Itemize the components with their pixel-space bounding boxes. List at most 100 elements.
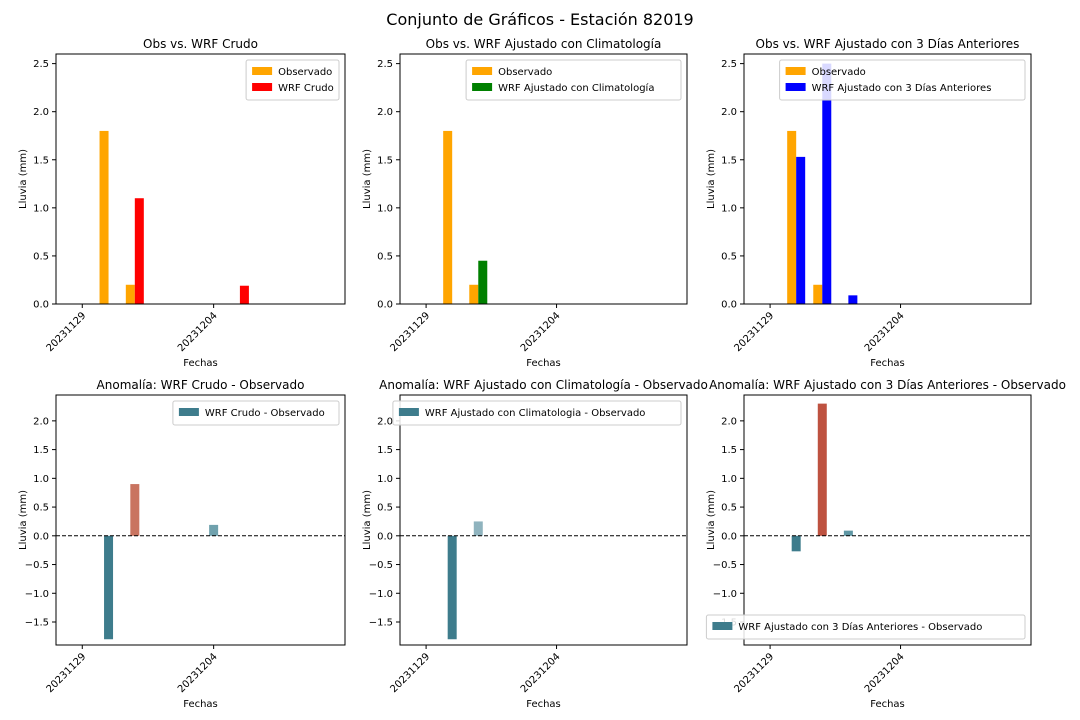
y-tick-label: 0.0 bbox=[33, 300, 49, 311]
y-tick-label: −0.5 bbox=[713, 560, 737, 571]
legend-swatch bbox=[178, 408, 199, 416]
chart-title: Obs vs. WRF Crudo bbox=[143, 37, 258, 51]
legend: Observado WRF Crudo bbox=[245, 59, 340, 101]
chart-panel-6: Anomalía: WRF Ajustado con 3 Días Anteri… bbox=[705, 378, 1066, 710]
chart-panel-1: Obs vs. WRF Crudo Lluvia (mm) Fechas 0.0 0.5… bbox=[18, 37, 346, 369]
legend-swatch bbox=[252, 83, 273, 91]
legend: WRF Ajustado con 3 Días Anteriores - Obs… bbox=[705, 614, 1026, 640]
anomaly-bar bbox=[817, 403, 827, 536]
legend-label: Observado bbox=[278, 67, 332, 78]
legend-label: WRF Ajustado con 3 Días Anteriores - Obs… bbox=[738, 621, 982, 633]
bar-wrf bbox=[134, 198, 144, 304]
y-tick-label: 0.0 bbox=[377, 300, 393, 311]
figure-title: Conjunto de Gráficos - Estación 82019 bbox=[386, 10, 694, 29]
legend-label: Observado bbox=[812, 67, 866, 78]
plot-frame bbox=[743, 394, 1032, 646]
legend-swatch bbox=[472, 83, 493, 91]
x-axis-label: Fechas bbox=[870, 358, 905, 369]
legend-label: WRF Ajustado con Climatologia - Observad… bbox=[425, 408, 646, 419]
y-tick-label: 1.5 bbox=[33, 445, 49, 456]
legend: Observado WRF Ajustado con 3 Días Anterio… bbox=[779, 59, 1026, 101]
y-tick-label: −1.0 bbox=[713, 589, 737, 600]
y-axis-label: Lluvia (mm) bbox=[706, 149, 717, 209]
y-axis-label: Lluvia (mm) bbox=[362, 490, 373, 550]
chart-panel-2: Obs vs. WRF Ajustado con Climatología Llu… bbox=[362, 37, 688, 369]
anomaly-bar bbox=[843, 530, 853, 536]
y-tick-label: 2.0 bbox=[377, 416, 393, 427]
plot-frame bbox=[55, 53, 346, 305]
y-axis-label: Lluvia (mm) bbox=[706, 490, 717, 550]
y-axis-label: Lluvia (mm) bbox=[18, 149, 29, 209]
y-tick-label: 2.0 bbox=[721, 107, 737, 118]
x-tick-label: 20231204 bbox=[863, 310, 907, 354]
y-tick-label: 2.5 bbox=[377, 59, 393, 70]
y-tick-label: −1.5 bbox=[25, 618, 49, 629]
x-axis-label: Fechas bbox=[526, 358, 561, 369]
bar-wrf bbox=[796, 156, 806, 304]
x-tick-label: 20231129 bbox=[732, 310, 776, 354]
legend-label: Observado bbox=[498, 67, 552, 78]
y-tick-label: 0.5 bbox=[721, 503, 737, 514]
y-tick-label: 0.5 bbox=[377, 503, 393, 514]
chart-title: Obs vs. WRF Ajustado con 3 Días Anterior… bbox=[756, 37, 1020, 51]
bar-wrf bbox=[822, 63, 832, 304]
plot-frame bbox=[55, 394, 346, 646]
bar-observado bbox=[125, 284, 135, 304]
x-tick-label: 20231129 bbox=[45, 310, 89, 354]
plot-frame bbox=[743, 53, 1032, 305]
x-tick-label: 20231204 bbox=[176, 651, 220, 695]
legend-swatch bbox=[712, 622, 733, 630]
legend-box bbox=[465, 59, 682, 101]
y-tick-label: 1.0 bbox=[377, 474, 393, 485]
bar-observado bbox=[99, 130, 109, 304]
anomaly-bar bbox=[473, 521, 483, 536]
y-tick-label: 0.5 bbox=[33, 251, 49, 262]
bar-observado bbox=[787, 130, 797, 304]
y-tick-label: 2.5 bbox=[33, 59, 49, 70]
bar-wrf bbox=[239, 285, 249, 304]
y-axis-label: Lluvia (mm) bbox=[362, 149, 373, 209]
legend-swatch bbox=[785, 83, 806, 91]
x-tick-label: 20231204 bbox=[519, 310, 563, 354]
legend-box bbox=[705, 614, 1026, 640]
y-tick-label: 1.5 bbox=[377, 155, 393, 166]
bar-observado bbox=[469, 284, 479, 304]
y-tick-label: 1.0 bbox=[33, 474, 49, 485]
x-tick-label: 20231204 bbox=[176, 310, 220, 354]
legend: WRF Ajustado con Climatologia - Observad… bbox=[392, 400, 682, 426]
y-tick-label: 1.0 bbox=[377, 203, 393, 214]
y-tick-label: 0.5 bbox=[33, 503, 49, 514]
y-tick-label: 0.0 bbox=[721, 300, 737, 311]
y-tick-label: −1.5 bbox=[369, 618, 393, 629]
chart-title: Anomalía: WRF Crudo - Observado bbox=[97, 378, 305, 392]
legend-box bbox=[392, 400, 682, 426]
y-tick-label: 1.5 bbox=[721, 155, 737, 166]
anomaly-bar bbox=[447, 535, 457, 640]
plot-frame bbox=[399, 394, 688, 646]
chart-title: Anomalía: WRF Ajustado con Climatología … bbox=[379, 378, 708, 392]
legend-label: WRF Crudo bbox=[278, 83, 334, 94]
y-tick-label: 1.0 bbox=[33, 203, 49, 214]
chart-panel-5: Anomalía: WRF Ajustado con Climatología … bbox=[362, 378, 708, 710]
legend: WRF Crudo - Observado bbox=[172, 400, 340, 426]
x-tick-label: 20231129 bbox=[732, 651, 776, 695]
legend: Observado WRF Ajustado con Climatología bbox=[465, 59, 682, 101]
anomaly-bar bbox=[130, 484, 140, 536]
bar-wrf bbox=[848, 295, 858, 304]
legend-swatch bbox=[252, 67, 273, 75]
x-tick-label: 20231129 bbox=[388, 651, 432, 695]
bar-wrf bbox=[478, 260, 488, 304]
chart-panel-3: Obs vs. WRF Ajustado con 3 Días Anterior… bbox=[706, 37, 1032, 369]
chart-panel-4: Anomalía: WRF Crudo - Observado Lluvia (m… bbox=[18, 378, 346, 710]
x-axis-label: Fechas bbox=[526, 699, 561, 710]
y-tick-label: 1.5 bbox=[33, 155, 49, 166]
y-tick-label: 2.0 bbox=[33, 416, 49, 427]
y-tick-label: 1.0 bbox=[721, 474, 737, 485]
anomaly-bar bbox=[791, 535, 801, 552]
x-axis-label: Fechas bbox=[870, 699, 905, 710]
legend-box bbox=[779, 59, 1026, 101]
y-tick-label: 0.0 bbox=[721, 531, 737, 542]
y-tick-label: 1.5 bbox=[377, 445, 393, 456]
legend-swatch bbox=[785, 67, 806, 75]
